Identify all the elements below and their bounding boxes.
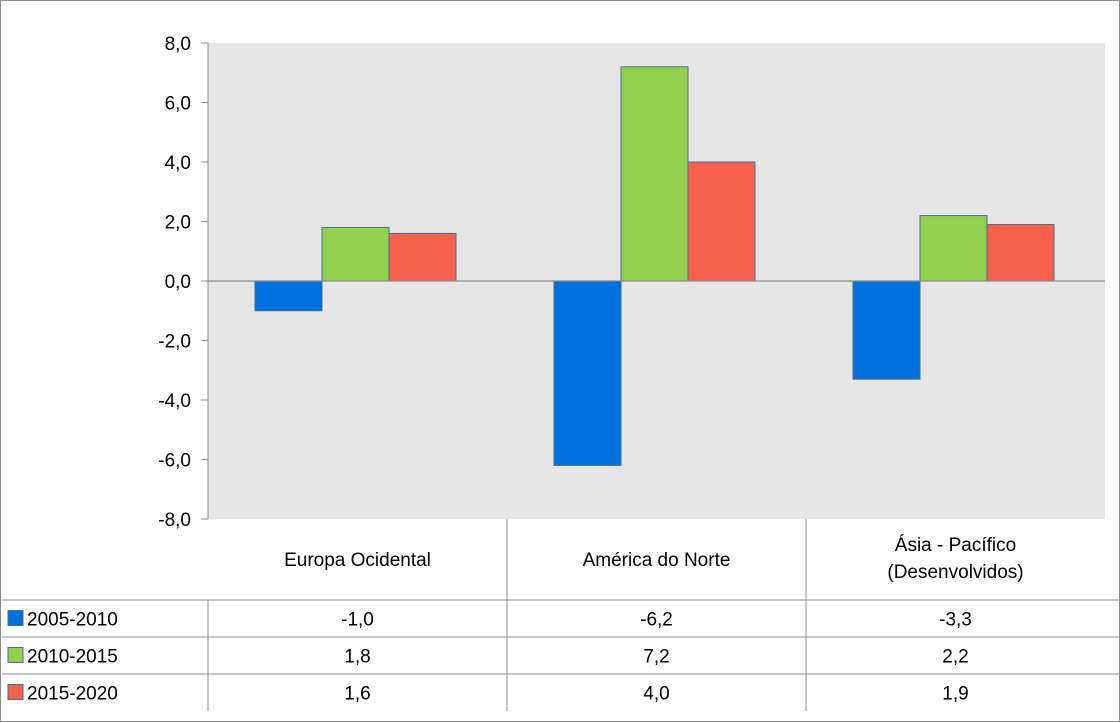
legend-swatch [7,647,24,663]
table-cell-value: 1,9 [942,684,968,705]
table-cell-value: 2,2 [942,647,968,668]
y-tick-label: 2,0 [165,213,191,234]
table-cell-value: 1,8 [344,647,370,668]
y-tick-label: 0,0 [165,272,191,293]
legend-label: 2005-2010 [27,610,118,631]
y-tick-label: 6,0 [165,94,191,115]
bar-2005-2010-1 [553,280,622,466]
category-label: Europa Ocidental [284,550,431,571]
bar-2010-2015-1 [620,66,689,282]
bar-2010-2015-0 [321,226,390,282]
bar-2015-2020-2 [986,223,1055,282]
legend-swatch [7,610,24,626]
table-cell-value: 1,6 [344,684,370,705]
bar-2010-2015-2 [919,215,988,282]
y-tick-label: 8,0 [165,34,191,55]
legend-label: 2015-2020 [27,684,118,705]
category-label: Ásia - Pacífico [895,535,1016,556]
y-tick-label: 4,0 [165,153,191,174]
table-cell-value: -1,0 [341,610,374,631]
table-cell-value: 7,2 [643,647,669,668]
bar-2005-2010-0 [254,280,323,312]
category-label: (Desenvolvidos) [887,562,1023,583]
category-label: América do Norte [583,550,731,571]
legend-label: 2010-2015 [27,647,118,668]
table-cell-value: -3,3 [939,610,972,631]
y-tick-label: -8,0 [158,510,191,531]
table-cell-value: -6,2 [640,610,673,631]
bar-2015-2020-1 [687,161,756,282]
y-tick-label: -2,0 [158,332,191,353]
y-tick-label: -4,0 [158,391,191,412]
legend-swatch [7,684,24,700]
bar-2015-2020-0 [388,232,457,282]
table-cell-value: 4,0 [643,684,669,705]
bar-2005-2010-2 [852,280,921,380]
y-tick-label: -6,0 [158,451,191,472]
